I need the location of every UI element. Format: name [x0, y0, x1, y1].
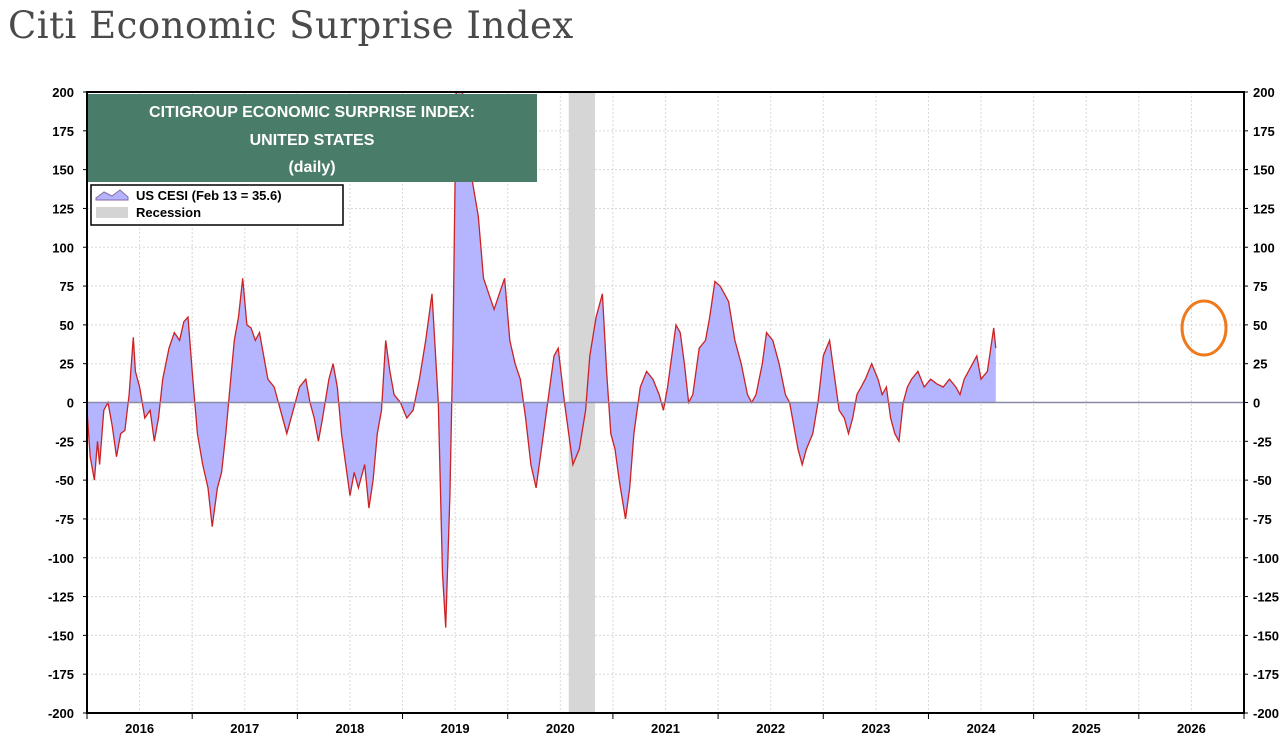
- legend-label-series: US CESI (Feb 13 = 35.6): [136, 188, 282, 203]
- y-tick-label-left: 50: [60, 318, 74, 333]
- banner-line-2: UNITED STATES: [250, 132, 375, 149]
- y-tick-label-right: 50: [1253, 318, 1267, 333]
- legend-swatch-recession: [96, 207, 128, 218]
- y-tick-label-right: 150: [1253, 163, 1275, 178]
- x-tick-label: 2021: [651, 721, 680, 734]
- y-tick-label-right: -125: [1253, 590, 1279, 605]
- y-tick-label-right: -75: [1253, 512, 1272, 527]
- y-tick-label-right: -200: [1253, 706, 1279, 721]
- y-tick-label-right: 25: [1253, 357, 1267, 372]
- banner-line-1: CITIGROUP ECONOMIC SURPRISE INDEX:: [149, 104, 475, 121]
- x-tick-label: 2025: [1072, 721, 1101, 734]
- y-tick-label-right: -100: [1253, 551, 1279, 566]
- y-tick-label-right: 100: [1253, 240, 1275, 255]
- y-tick-label-right: -50: [1253, 473, 1272, 488]
- x-tick-label: 2020: [546, 721, 575, 734]
- highlight-circle: [1180, 299, 1228, 357]
- x-tick-label: 2017: [230, 721, 259, 734]
- x-tick-label: 2023: [861, 721, 890, 734]
- axis-labels: 200 200 175 175 150 150 125 125 100 100 75 75 50 50 25…: [48, 85, 1279, 734]
- y-tick-label-left: 150: [52, 163, 74, 178]
- y-tick-label-right: 0: [1253, 396, 1260, 411]
- y-tick-label-left: -125: [48, 590, 74, 605]
- x-tick-label: 2018: [335, 721, 364, 734]
- y-tick-label-left: -100: [48, 551, 74, 566]
- y-tick-label-left: 0: [67, 396, 74, 411]
- y-tick-label-left: -150: [48, 628, 74, 643]
- y-tick-label-right: 200: [1253, 85, 1275, 100]
- y-tick-label-left: 125: [52, 201, 74, 216]
- banner-background: [88, 94, 537, 182]
- y-tick-label-left: 200: [52, 85, 74, 100]
- legend-swatch-series: [95, 189, 129, 201]
- chart-legend: US CESI (Feb 13 = 35.6) Recession: [90, 184, 344, 226]
- x-tick-label: 2016: [125, 721, 154, 734]
- y-tick-label-left: 25: [60, 357, 74, 372]
- x-tick-label: 2024: [967, 721, 997, 734]
- chart-banner: CITIGROUP ECONOMIC SURPRISE INDEX: UNITE…: [88, 94, 537, 182]
- y-tick-label-right: -25: [1253, 434, 1272, 449]
- legend-box: [90, 184, 344, 226]
- series-area: [86, 91, 997, 628]
- y-tick-label-left: 175: [52, 124, 74, 139]
- y-tick-label-left: 75: [60, 279, 74, 294]
- y-tick-label-left: -50: [55, 473, 74, 488]
- y-tick-label-right: 125: [1253, 201, 1275, 216]
- y-tick-label-left: -175: [48, 667, 74, 682]
- y-tick-label-left: -25: [55, 434, 74, 449]
- series-line: [86, 91, 997, 628]
- y-tick-label-right: 75: [1253, 279, 1267, 294]
- x-tick-label: 2026: [1177, 721, 1206, 734]
- y-tick-label-right: -150: [1253, 628, 1279, 643]
- y-tick-label-left: -75: [55, 512, 74, 527]
- x-tick-label: 2022: [756, 721, 785, 734]
- banner-line-3: (daily): [288, 159, 335, 176]
- y-tick-label-right: 175: [1253, 124, 1275, 139]
- x-tick-label: 2019: [441, 721, 470, 734]
- y-tick-label-left: -200: [48, 706, 74, 721]
- y-tick-label-right: -175: [1253, 667, 1279, 682]
- page-title: Citi Economic Surprise Index: [8, 4, 574, 47]
- y-tick-label-left: 100: [52, 240, 74, 255]
- legend-label-recession: Recession: [136, 205, 201, 220]
